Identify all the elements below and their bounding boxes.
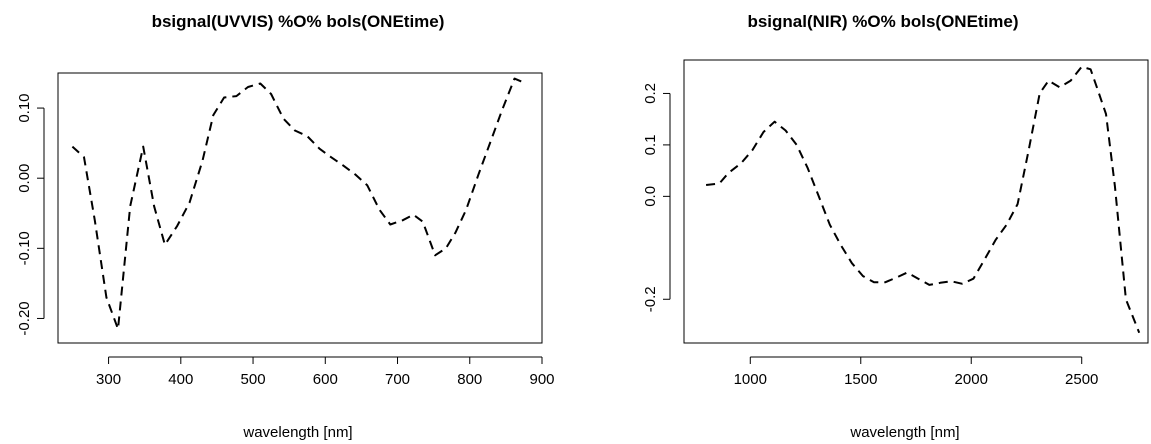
x-axis: 1000 1500 2000 2500 [734, 356, 1098, 388]
x-tick-label: 900 [529, 371, 554, 388]
y-tick-label: 0.1 [642, 134, 659, 155]
x-tick-label: 2000 [955, 371, 988, 388]
y-tick-label: 0.00 [16, 164, 33, 193]
x-tick-label: 800 [457, 371, 482, 388]
x-tick-label: 700 [385, 371, 410, 388]
y-tick-label: -0.20 [16, 301, 33, 335]
y-axis: -0.2 0.0 0.1 0.2 [642, 83, 671, 312]
x-tick-label: 1500 [844, 371, 877, 388]
x-axis-label: wavelength [nm] [242, 424, 352, 441]
chart-title: bsignal(UVVIS) %O% bols(ONEtime) [152, 12, 445, 31]
chart-title: bsignal(NIR) %O% bols(ONEtime) [747, 12, 1018, 31]
plot-frame [57, 72, 543, 344]
y-tick-label: 0.0 [642, 186, 659, 207]
x-tick-label: 1000 [734, 371, 767, 388]
x-tick-label: 600 [313, 371, 338, 388]
series-line [705, 65, 1141, 334]
x-tick-label: 2500 [1065, 371, 1098, 388]
series-line [71, 77, 527, 330]
y-tick-label: -0.10 [16, 231, 33, 265]
x-tick-label: 400 [168, 371, 193, 388]
y-tick-label: 0.10 [16, 93, 33, 122]
uvvis-chart-panel: bsignal(UVVIS) %O% bols(ONEtime) 300 400 5… [16, 12, 555, 441]
x-axis: 300 400 500 600 700 800 900 [96, 356, 555, 388]
x-axis-label: wavelength [nm] [849, 424, 959, 441]
y-tick-label: -0.2 [642, 286, 659, 312]
nir-chart-panel: bsignal(NIR) %O% bols(ONEtime) 1000 1500 2… [642, 12, 1149, 441]
y-axis: -0.20 -0.10 0.00 0.10 [16, 93, 45, 336]
x-tick-label: 300 [96, 371, 121, 388]
x-tick-label: 500 [241, 371, 266, 388]
y-tick-label: 0.2 [642, 83, 659, 104]
plot-frame [683, 59, 1149, 344]
